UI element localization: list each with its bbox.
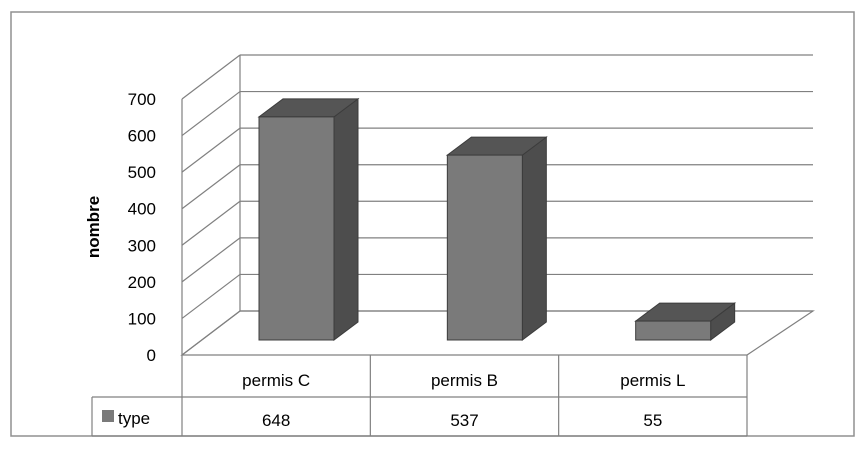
data-table: permis C 648 permis B 537 permis L 55 type <box>91 355 748 437</box>
bar-side <box>521 136 547 341</box>
y-tick-label: 0 <box>147 346 156 365</box>
category-label: permis L <box>620 371 685 390</box>
gridline-diagonal <box>181 127 241 173</box>
category-label: permis B <box>431 371 498 390</box>
bar-side <box>333 97 359 341</box>
y-tick-label: 200 <box>128 273 156 292</box>
bar <box>445 136 548 341</box>
y-tick-label: 600 <box>128 127 156 146</box>
data-label: 537 <box>450 411 478 430</box>
y-tick-label: 500 <box>128 163 156 182</box>
bar-front <box>258 116 335 341</box>
chart-border <box>10 11 855 437</box>
bar <box>257 97 360 341</box>
y-tick-label: 100 <box>128 309 156 328</box>
data-label: 648 <box>262 411 290 430</box>
y-axis-label: nombre <box>84 196 103 258</box>
bar-front <box>635 320 712 341</box>
y-axis-ticks: 0 100 200 300 400 500 600 700 <box>128 90 156 365</box>
gridline-diagonal <box>181 91 241 137</box>
gridline-diagonal <box>181 164 241 210</box>
y-tick-label: 700 <box>128 90 156 109</box>
bar-front <box>446 154 523 341</box>
category-label: permis C <box>242 371 310 390</box>
bars <box>257 97 737 341</box>
gridline-diagonal <box>181 273 241 319</box>
bar <box>634 302 737 341</box>
data-label: 55 <box>643 411 662 430</box>
legend-label: type <box>118 409 150 428</box>
gridline-diagonal <box>181 310 241 356</box>
gridline-diagonal <box>181 200 241 246</box>
y-tick-label: 300 <box>128 236 156 255</box>
legend-swatch <box>102 410 114 422</box>
gridline-diagonal <box>181 237 241 283</box>
gridline-diagonal <box>181 54 241 100</box>
y-tick-label: 400 <box>128 200 156 219</box>
